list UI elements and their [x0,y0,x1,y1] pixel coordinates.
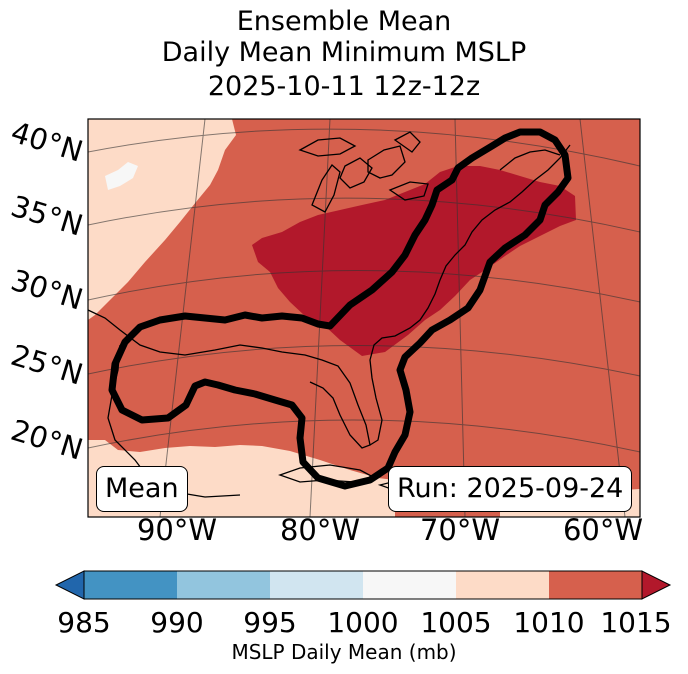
colorbar-tick-1000: 1000 [327,606,399,639]
colorbar-tick-985: 985 [57,606,111,639]
colorbar-bin-985-990 [84,571,177,599]
lon-label-70w: 70°W [419,513,501,547]
colorbar-bin-990-995 [177,571,270,599]
graticule [88,119,640,517]
title-line-3: 2025-10-11 12z-12z [207,71,481,102]
colorbar-bin-1010-1015 [549,571,642,599]
low-pressure-contour [108,128,572,490]
run-label: Run: 2025-09-24 [388,466,633,512]
colorbar-tick-1010: 1010 [513,606,585,639]
colorbar-bin-1005-1010 [456,571,549,599]
colorbar-tick-995: 995 [243,606,297,639]
colorbar-bin-995-1000 [270,571,363,599]
lon-label-60w: 60°W [562,513,644,547]
colorbar-tick-1005: 1005 [420,606,492,639]
colorbar-extend-low [54,570,85,600]
colorbar-label: MSLP Daily Mean (mb) [231,640,457,664]
colorbar-extend-high [641,570,672,600]
title-line-1: Ensemble Mean [236,6,452,37]
colorbar-frame [83,570,643,600]
lon-label-80w: 80°W [279,513,361,547]
colorbar-bin-1000-1005 [363,571,456,599]
field-above-1015 [252,166,576,356]
map-frame [87,118,641,518]
title-line-2: Daily Mean Minimum MSLP [161,37,527,68]
colorbar-tick-1015: 1015 [600,606,672,639]
colorbar-bins [54,570,672,600]
colorbar-tick-990: 990 [150,606,204,639]
lon-label-90w: 90°W [136,513,218,547]
mean-label: Mean [96,466,188,512]
field-1000-1005 [105,162,138,190]
